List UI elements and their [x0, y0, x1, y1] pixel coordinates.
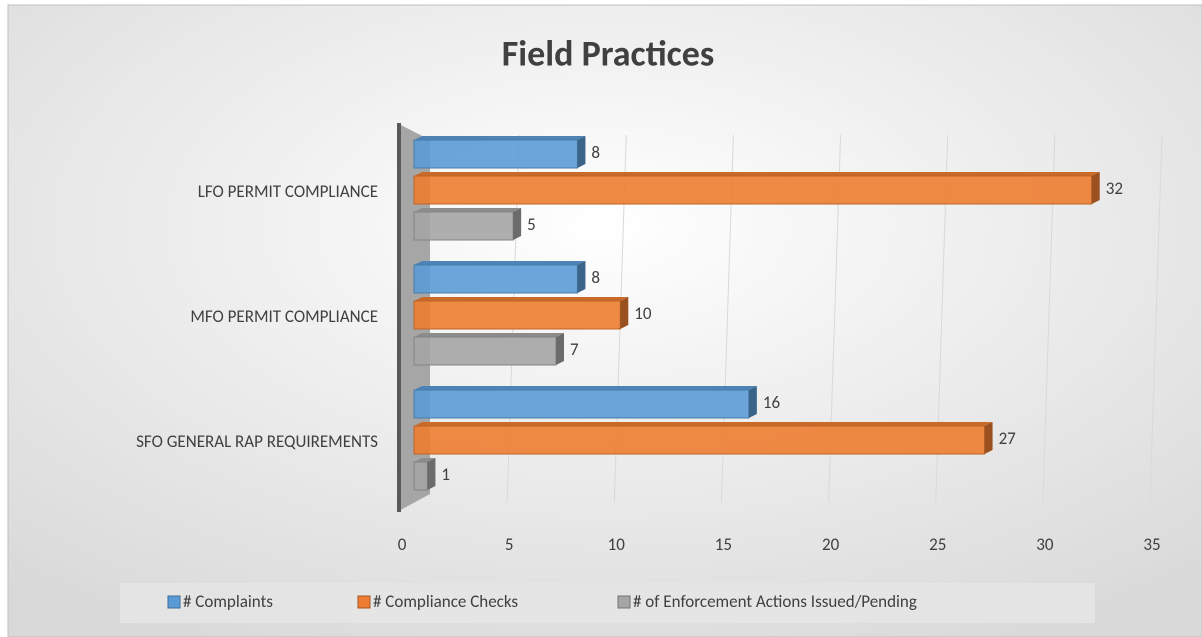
bar-top [414, 172, 1100, 176]
x-tick-label: 35 [1143, 534, 1160, 555]
x-tick-label: 0 [398, 534, 407, 555]
bar-top [414, 422, 993, 426]
data-label: 27 [999, 428, 1017, 449]
chart-title: Field Practices [502, 32, 714, 76]
bar-top [414, 386, 757, 390]
bar [413, 425, 986, 455]
legend-label: # of Enforcement Actions Issued/Pending [633, 591, 917, 612]
bar-top [414, 458, 436, 462]
grid-line [1149, 134, 1163, 503]
bar [413, 211, 514, 241]
bar [413, 139, 578, 169]
bar-side [620, 297, 629, 329]
bar-side [1091, 172, 1100, 204]
bar-side [427, 458, 436, 490]
bar-side [984, 422, 993, 454]
bar [413, 300, 621, 330]
bar-side [513, 208, 522, 240]
data-label: 8 [591, 267, 600, 288]
legend-swatch [617, 595, 631, 609]
bar-side [577, 261, 586, 293]
data-label: 7 [570, 339, 579, 360]
x-tick-label: 25 [929, 534, 946, 555]
bar [413, 461, 428, 491]
data-label: 8 [591, 142, 600, 163]
bar-top [414, 136, 586, 140]
bar-top [414, 297, 629, 301]
x-tick-label: 5 [505, 534, 514, 555]
bar-side [748, 386, 757, 418]
y-tick-label: SFO GENERAL RAP REQUIREMENTS [136, 431, 378, 452]
bar-top [414, 208, 522, 212]
bar-side [556, 333, 564, 365]
legend-box [120, 583, 1095, 623]
legend-label: # Compliance Checks [373, 591, 518, 612]
bar [413, 389, 750, 419]
legend-label: # Complaints [183, 591, 273, 612]
x-tick-label: 15 [715, 534, 732, 555]
data-label: 1 [441, 464, 450, 485]
legend-swatch [167, 595, 181, 609]
x-tick-label: 20 [822, 534, 840, 555]
x-tick-label: 30 [1036, 534, 1054, 555]
bar [413, 175, 1093, 205]
data-label: 10 [634, 303, 652, 324]
bar [413, 264, 578, 294]
data-label: 32 [1106, 178, 1123, 199]
data-label: 5 [527, 214, 536, 235]
data-label: 16 [763, 392, 781, 413]
bar [413, 336, 557, 366]
legend-swatch [357, 595, 371, 609]
y-tick-label: LFO PERMIT COMPLIANCE [198, 181, 378, 202]
bar-side [577, 136, 586, 168]
x-tick-label: 10 [608, 534, 626, 555]
y-tick-label: MFO PERMIT COMPLIANCE [190, 306, 378, 327]
bar-top [414, 261, 586, 265]
bar-top [414, 333, 564, 337]
